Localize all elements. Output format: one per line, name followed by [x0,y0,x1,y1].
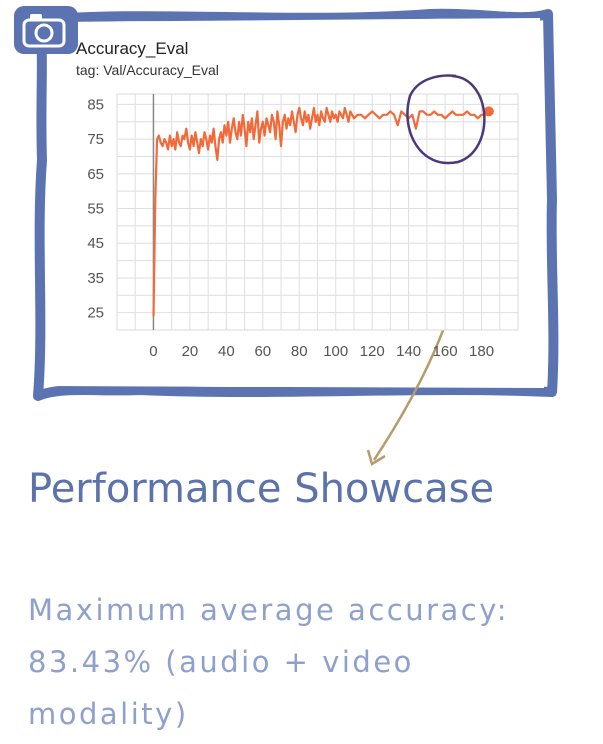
description: Maximum average accuracy: 83.43% (audio … [28,593,510,731]
x-tick-label: 180 [469,343,494,360]
series-end-point [483,106,494,117]
arrow-head-icon [366,449,386,466]
x-tick-label: 60 [254,343,271,360]
x-tick-label: 160 [433,343,458,360]
y-tick-label: 45 [87,235,104,252]
y-tick-label: 75 [87,131,104,148]
x-tick-label: 20 [182,343,199,360]
y-tick-label: 55 [87,201,104,218]
x-tick-label: 120 [360,343,385,360]
photo-frame [33,8,559,401]
y-tick-label: 85 [87,96,104,113]
x-tick-label: 0 [149,343,157,360]
x-tick-label: 40 [218,343,235,360]
highlight-circle [406,74,486,165]
y-tick-label: 35 [87,270,104,287]
camera-icon [14,6,78,54]
series-line [152,106,490,317]
x-tick-label: 100 [323,343,348,360]
y-tick-label: 25 [87,305,104,322]
x-tick-label: 80 [291,343,308,360]
chart-title: Accuracy_Eval [76,39,189,58]
x-tick-label: 140 [396,343,421,360]
chart-subtitle: tag: Val/Accuracy_Eval [76,62,219,78]
y-tick-label: 65 [87,166,104,183]
headline: Performance Showcase [28,466,495,512]
